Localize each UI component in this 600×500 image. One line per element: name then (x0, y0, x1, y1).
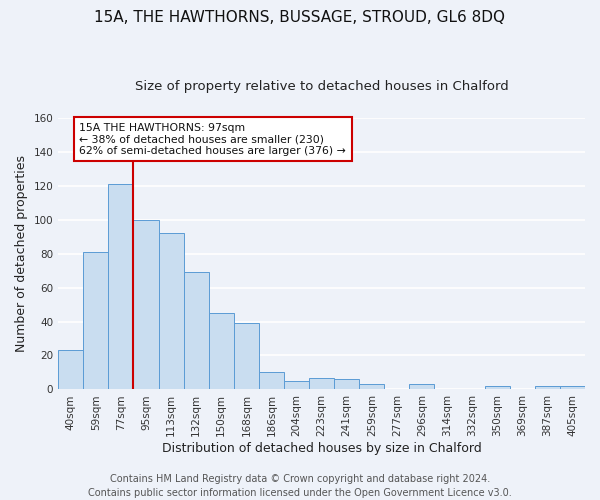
Bar (184, 272, 209, 390)
Title: Size of property relative to detached houses in Chalford: Size of property relative to detached ho… (135, 80, 508, 93)
Bar (259, 372, 284, 390)
Bar (234, 323, 259, 390)
Bar (209, 313, 234, 390)
Bar (485, 386, 510, 390)
Bar (535, 386, 560, 390)
Text: 15A, THE HAWTHORNS, BUSSAGE, STROUD, GL6 8DQ: 15A, THE HAWTHORNS, BUSSAGE, STROUD, GL6… (95, 10, 505, 25)
Text: 15A THE HAWTHORNS: 97sqm
← 38% of detached houses are smaller (230)
62% of semi-: 15A THE HAWTHORNS: 97sqm ← 38% of detach… (79, 123, 346, 156)
Bar (58, 350, 83, 390)
Text: Contains HM Land Registry data © Crown copyright and database right 2024.
Contai: Contains HM Land Registry data © Crown c… (88, 474, 512, 498)
Bar (334, 380, 359, 390)
Y-axis label: Number of detached properties: Number of detached properties (15, 155, 28, 352)
Bar (109, 184, 133, 390)
Bar (284, 381, 309, 390)
Bar (83, 252, 109, 390)
Bar (133, 220, 158, 390)
Bar (560, 386, 585, 390)
Bar (158, 233, 184, 390)
X-axis label: Distribution of detached houses by size in Chalford: Distribution of detached houses by size … (162, 442, 481, 455)
Bar (309, 378, 334, 390)
Bar (359, 384, 385, 390)
Bar (409, 384, 434, 390)
